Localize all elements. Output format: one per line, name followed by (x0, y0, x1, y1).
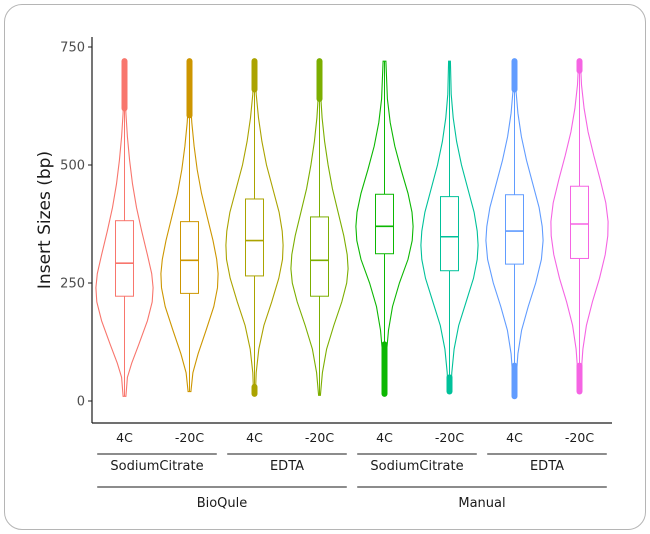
violin-group-4 (355, 60, 414, 397)
method-group-label: Manual (458, 496, 505, 511)
violins-layer (95, 58, 609, 400)
x-tick-label: -20C (175, 430, 204, 445)
labels-layer: 4C -20C 4C -20C 4C -20C 4C -20C SodiumCitrate EDT… (97, 430, 607, 511)
anticoagulant-group-label: SodiumCitrate (370, 459, 463, 474)
box (440, 196, 459, 272)
y-tick-label: 0 (77, 395, 85, 410)
x-tick-label: 4C (116, 430, 133, 445)
method-group-label: BioQule (197, 496, 248, 511)
x-tick-label: -20C (565, 430, 594, 445)
anticoagulant-group-label: EDTA (530, 459, 564, 474)
anticoagulant-group-label: SodiumCitrate (110, 459, 203, 474)
violin-group-7 (550, 58, 609, 395)
box (570, 185, 589, 259)
y-axis-label: Insert Sizes (bp) (35, 151, 55, 289)
box (245, 198, 264, 277)
y-tick-label: 500 (60, 159, 85, 174)
violin-group-3 (290, 58, 349, 396)
violin-outline (355, 60, 414, 395)
violin-outline (420, 60, 479, 393)
x-tick-label: 4C (376, 430, 393, 445)
violin-group-6 (485, 58, 544, 400)
axes-layer: 0 250 500 750 (60, 37, 612, 424)
box (180, 221, 199, 294)
violin-group-5 (420, 60, 479, 395)
x-tick-label: 4C (506, 430, 523, 445)
box (505, 194, 524, 265)
box (310, 216, 329, 297)
violin-group-0 (95, 58, 154, 397)
box (115, 220, 134, 297)
x-tick-label: 4C (246, 430, 263, 445)
violin-group-1 (160, 58, 219, 393)
x-tick-label: -20C (305, 430, 334, 445)
violin-group-2 (225, 58, 284, 397)
y-tick-label: 750 (60, 41, 85, 56)
anticoagulant-group-label: EDTA (270, 459, 304, 474)
box (375, 193, 394, 255)
x-tick-label: -20C (435, 430, 464, 445)
y-tick-label: 250 (60, 277, 85, 292)
